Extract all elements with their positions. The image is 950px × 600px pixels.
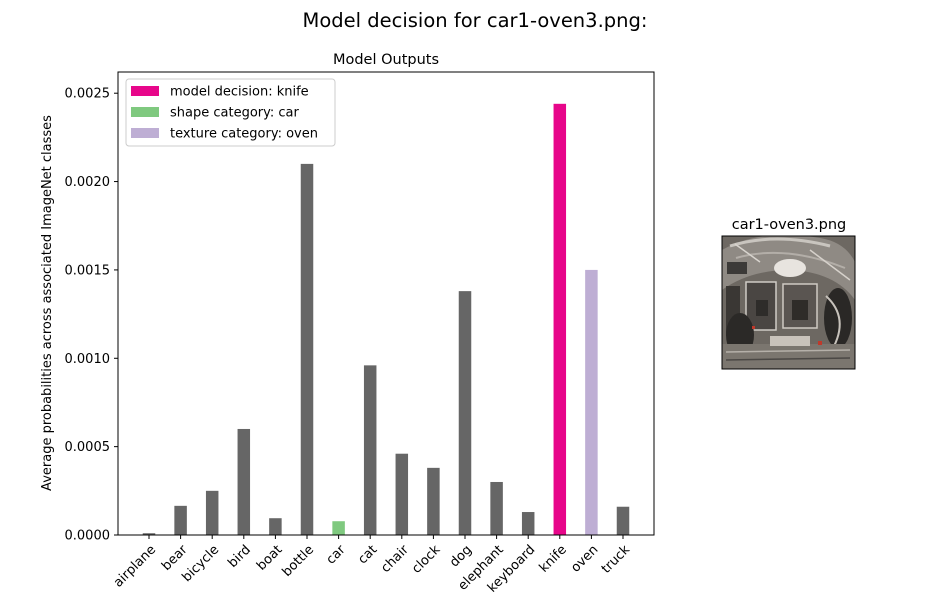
chart-legend: model decision: knife shape category: car… [125, 78, 336, 147]
bar-clock [427, 467, 440, 535]
y-tick-label: 0.0020 [65, 175, 111, 190]
x-tick-label: cat [355, 542, 380, 567]
bar-chair [395, 453, 409, 535]
x-tick-label: dog [447, 542, 475, 570]
legend-swatch-decision [131, 86, 159, 96]
x-tick-label: knife [537, 542, 570, 575]
bar-bear [174, 505, 187, 535]
x-tick-label: clock [409, 542, 444, 577]
y-tick-label: 0.0010 [65, 352, 111, 367]
bar-elephant [490, 481, 503, 535]
y-tick-label: 0.0005 [65, 440, 111, 455]
image-panel-title: car1-oven3.png [732, 217, 847, 233]
stimulus-image [721, 235, 856, 370]
x-tick-label: bottle [280, 542, 317, 579]
legend-label-shape: shape category: car [170, 106, 299, 121]
bar-bird [237, 428, 251, 535]
bar-cat [363, 365, 377, 535]
legend-box [125, 78, 336, 147]
legend-swatch-shape [131, 107, 159, 117]
bar-airplane [142, 533, 156, 535]
x-tick-label: truck [599, 542, 634, 577]
figure-suptitle: Model decision for car1-oven3.png: [303, 9, 648, 32]
y-tick-label: 0.0025 [65, 87, 111, 102]
bar-bicycle [205, 490, 219, 535]
legend-swatch-texture [131, 128, 159, 138]
bar-knife [553, 103, 567, 535]
y-tick-label: 0.0000 [65, 529, 111, 544]
bar-bottle [300, 163, 314, 535]
bar-dog [458, 291, 472, 535]
x-tick-label: car [324, 542, 350, 568]
y-axis-label: Average probabilities across associated … [40, 115, 55, 491]
chart-title: Model Outputs [333, 52, 439, 68]
x-tick-label: bird [225, 542, 253, 570]
x-tick-label: chair [378, 542, 412, 576]
bars-layer [142, 103, 630, 535]
bar-oven [585, 269, 598, 535]
y-axis-ticks: 0.0000 0.0005 0.0010 0.0015 0.0020 0.0025 [65, 87, 118, 544]
x-tick-label: airplane [111, 542, 159, 590]
bar-truck [616, 506, 630, 535]
bar-keyboard [521, 512, 535, 535]
legend-label-decision: model decision: knife [170, 85, 309, 100]
y-tick-label: 0.0015 [65, 263, 111, 278]
legend-label-texture: texture category: oven [170, 127, 318, 142]
x-tick-label: oven [568, 542, 601, 575]
bar-boat [269, 518, 282, 535]
plot-area-frame [117, 71, 655, 536]
bar-car [332, 521, 345, 535]
